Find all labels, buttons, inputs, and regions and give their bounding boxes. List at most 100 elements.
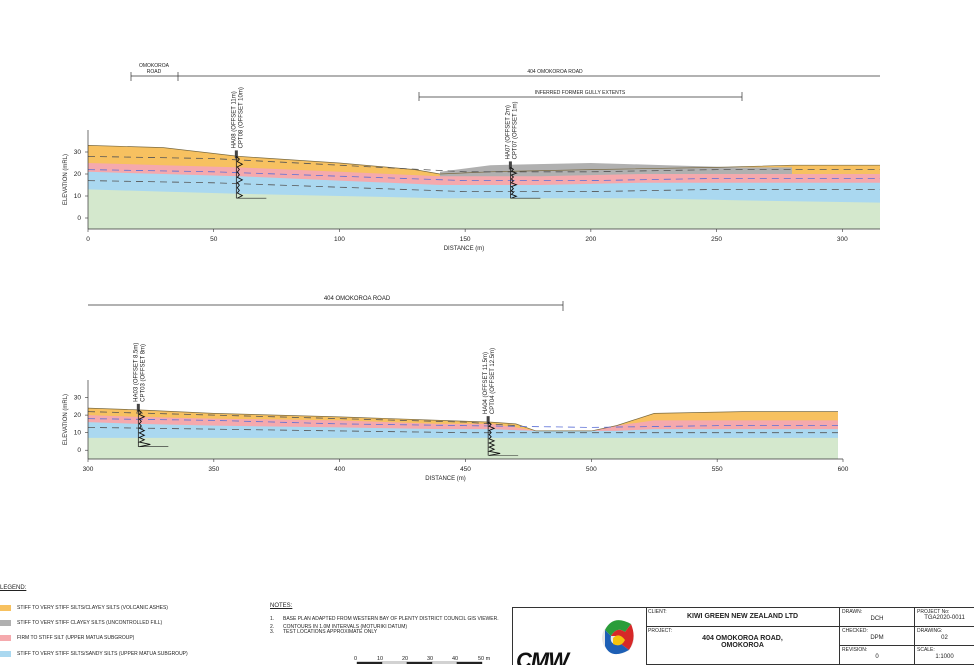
x-tick-label: 600 <box>838 466 849 473</box>
y-tick-label: 0 <box>77 447 81 454</box>
note-item: 2. CONTOURS IN 1.0M INTERVALS (MOTURIKI … <box>270 623 500 631</box>
legend-swatch-matua-firm <box>0 635 11 641</box>
legend-title: LEGEND: <box>0 585 27 591</box>
revision-value: 0 <box>875 654 879 660</box>
note-text: CONTOURS IN 1.0M INTERVALS (MOTURIKI DAT… <box>283 623 408 630</box>
scale-value: 1:1000 <box>935 654 954 660</box>
y-tick-label: 30 <box>74 149 82 156</box>
y-tick-label: 10 <box>74 193 82 200</box>
legend-label: STIFF TO VERY STIFF CLAYEY SILTS (UNCONT… <box>17 620 163 626</box>
x-tick-label: 500 <box>586 466 597 473</box>
checked-cell: CHECKED: DPM <box>840 627 915 646</box>
x-tick-label: 300 <box>83 466 94 473</box>
logo-mark-icon <box>602 620 634 655</box>
legend-item-matua-firm: FIRM TO STIFF SILT (UPPER MATUA SUBGROUP… <box>0 634 134 642</box>
scale-bar-segment <box>456 661 483 664</box>
x-tick-label: 150 <box>460 236 471 243</box>
scale-label: 30 <box>427 656 434 662</box>
x-tick-label: 350 <box>208 466 219 473</box>
layer-boundary-dashed <box>87 427 838 434</box>
drawn-cell: DRAWN: DCH <box>840 608 915 627</box>
layer-green <box>88 189 880 229</box>
drawn-value: DCH <box>870 616 884 622</box>
legend-swatch-matua-sandy <box>0 651 11 657</box>
test-label-hand-auger: HA08 (OFFSET 11m) <box>231 91 237 148</box>
y-axis-label: ELEVATION (mRL) <box>63 154 69 205</box>
cpt-resistance-trace <box>487 421 501 456</box>
project-value-line1: 404 OMOKOROA ROAD, <box>702 635 783 642</box>
legend-swatch-fill <box>0 620 11 626</box>
scale-label: 20 <box>402 656 409 662</box>
scale-cell: SCALE: 1:1000 <box>915 646 974 665</box>
test-label-hand-auger: HA07 (OFFSET 2m) <box>505 105 511 159</box>
test-location-marker <box>234 150 238 159</box>
test-location-marker <box>508 161 512 170</box>
project-number-value: TGA2020-0011 <box>924 615 965 621</box>
logo-text: CMW <box>516 648 569 665</box>
road-label-404: 404 OMOKOROA ROAD <box>527 69 583 75</box>
test-label-hand-auger: HA04 (OFFSET 11.5m) <box>483 352 489 414</box>
test-location-marker <box>486 416 490 425</box>
title-block: CMW CLIENT: KIWI GREEN NEW ZEALAND LTD P… <box>512 607 974 665</box>
company-logo: CMW <box>513 608 647 665</box>
checked-value: DPM <box>870 635 884 641</box>
test-label-cpt: CPT07 (OFFSET 1m) <box>512 101 518 159</box>
x-tick-label: 400 <box>334 466 345 473</box>
x-tick-label: 0 <box>86 236 90 243</box>
x-axis-label: DISTANCE (m) <box>425 476 466 482</box>
y-tick-label: 20 <box>74 171 82 178</box>
ground-surface-line <box>87 407 838 432</box>
client-cell: CLIENT: KIWI GREEN NEW ZEALAND LTD <box>646 608 840 627</box>
drawing-number-value: 02 <box>941 635 948 641</box>
scale-label: 40 <box>452 656 459 662</box>
note-number: 3. <box>270 629 275 635</box>
test-label-cpt: CPT08 (OFFSET 10m) <box>238 87 244 148</box>
scale-label: 10 <box>377 656 384 662</box>
project-cell: PROJECT: 404 OMOKOROA ROAD, OMOKOROA <box>646 627 840 665</box>
note-number: 2. <box>270 623 275 630</box>
note-item: 1. BASE PLAN ADAPTED FROM WESTERN BAY OF… <box>270 616 500 623</box>
legend-label: STIFF TO VERY STIFF SILTS/CLAYEY SILTS (… <box>17 605 168 611</box>
x-tick-label: 50 <box>210 236 218 243</box>
note-number: 1. <box>270 616 275 622</box>
test-label-cpt: CPT03 (OFFSET 8m) <box>140 344 146 402</box>
scale-label: 50 m <box>478 656 491 662</box>
project-number-label: PROJECT No: <box>917 609 950 615</box>
revision-label: REVISION: <box>842 647 868 653</box>
drawing-number-cell: DRAWING: 02 <box>915 627 974 646</box>
road-label-404: 404 OMOKOROA ROAD <box>324 296 391 302</box>
legend-label: STIFF TO VERY STIFF SILTS/SANDY SILTS (U… <box>17 651 188 657</box>
note-text: BASE PLAN ADAPTED FROM WESTERN BAY OF PL… <box>283 616 499 622</box>
scale-label: 0 <box>354 656 358 662</box>
cpt-resistance-trace <box>510 167 518 199</box>
y-tick-label: 30 <box>74 395 82 402</box>
ground-surface-line <box>87 145 880 175</box>
revision-cell: REVISION: 0 <box>840 646 915 665</box>
legend-item-fill: STIFF TO VERY STIFF CLAYEY SILTS (UNCONT… <box>0 619 162 627</box>
x-axis-label: DISTANCE (m) <box>444 246 485 252</box>
x-tick-label: 300 <box>837 236 848 243</box>
scale-label-title: SCALE: <box>917 647 935 653</box>
x-tick-label: 200 <box>585 236 596 243</box>
client-label: CLIENT: <box>648 609 667 615</box>
checked-label: CHECKED: <box>842 628 868 634</box>
legend-label: FIRM TO STIFF SILT (UPPER MATUA SUBGROUP… <box>17 635 135 641</box>
project-value-line2: OMOKOROA <box>721 642 764 649</box>
notes: NOTES: 1. BASE PLAN ADAPTED FROM WESTERN… <box>270 603 500 636</box>
client-value: KIWI GREEN NEW ZEALAND LTD <box>686 613 799 620</box>
layer-boundary-dashed <box>87 418 838 428</box>
drawn-label: DRAWN: <box>842 609 863 615</box>
road-label-omokoroa: OMOKOROA <box>139 63 170 69</box>
layer-boundary-dashed <box>87 180 880 193</box>
layer-boundary-dashed <box>87 156 880 173</box>
x-tick-label: 450 <box>460 466 471 473</box>
y-tick-label: 10 <box>74 430 82 437</box>
road-label-omokoroa: ROAD <box>147 69 162 75</box>
x-tick-label: 250 <box>711 236 722 243</box>
layer-green <box>88 437 838 459</box>
cpt-resistance-trace <box>137 409 151 448</box>
drawing-number-label: DRAWING: <box>917 628 943 634</box>
note-text: TEST LOCATIONS APPROXIMATE ONLY <box>283 629 378 635</box>
layer-boundary-dashed <box>87 169 880 182</box>
